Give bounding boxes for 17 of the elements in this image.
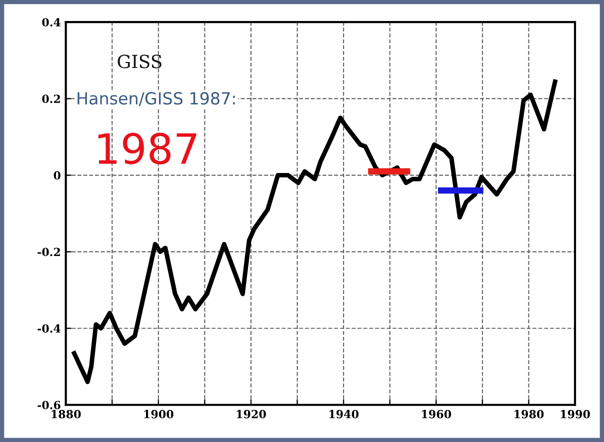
text: GISS (118, 54, 162, 68)
y-tick-label: -0.6 (38, 400, 60, 410)
x-tick-label: 1960 (422, 410, 452, 418)
text: Hansen/GISS 1987: (78, 92, 235, 106)
y-tick-label: 0.2 (42, 94, 60, 104)
line-series (71, 77, 558, 384)
y-tick-label: -0.2 (38, 248, 60, 256)
y-tick-label: 0.4 (42, 18, 61, 26)
y-tick-label: -0.4 (38, 324, 61, 333)
x-tick-label: 1990 (560, 410, 590, 418)
x-tick-label: 1920 (236, 410, 266, 418)
x-tick-label: 1880 (52, 410, 81, 418)
x-tick-label: 1980 (514, 410, 544, 418)
annotation: 1987 (98, 132, 196, 164)
x-tick-label: 1940 (329, 410, 359, 418)
x-tick-label: 1900 (144, 410, 174, 418)
y-tick-label: 0 (54, 171, 60, 180)
